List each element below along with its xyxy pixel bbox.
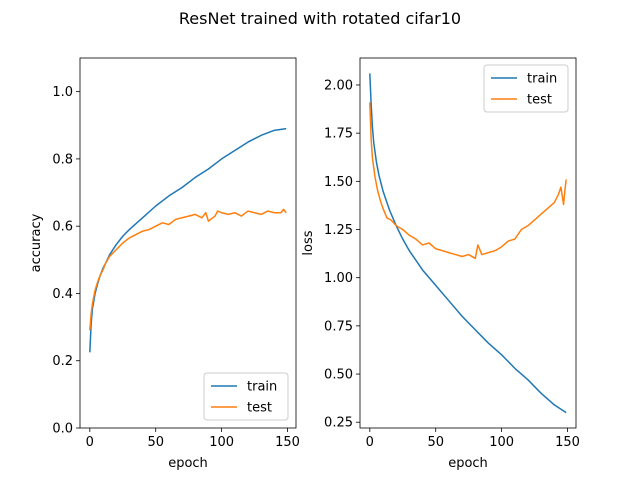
loss-legend-label-test: test [527,93,552,108]
accuracy-xtick-label: 150 [275,435,300,450]
accuracy-xaxis-label: epoch [168,456,208,471]
accuracy-series-test-line [89,208,287,331]
loss-ytick-label: 1.75 [324,127,353,142]
loss-ytick-label: 0.75 [324,319,353,334]
loss-ytick-label: 2.00 [324,78,353,93]
accuracy-legend: train test [203,372,289,421]
loss-chart: 0 50 100 150 0.25 0.50 0.75 1.00 1.25 1.50 1.75 2.0… [301,57,580,471]
loss-series-train-line [369,73,567,414]
figure-suptitle: ResNet trained with rotated cifar10 [179,9,461,28]
loss-legend-label-train: train [527,72,557,87]
accuracy-axes-frame [79,57,297,429]
loss-ytick-label: 0.50 [324,368,353,383]
accuracy-yaxis-label: accuracy [29,213,44,272]
loss-ytick-label: 1.50 [324,175,353,190]
loss-xtick-label: 50 [427,435,444,450]
loss-ytick-label: 0.25 [324,416,353,431]
accuracy-ytick-label: 1.0 [52,85,73,100]
accuracy-ytick-label: 0.2 [52,354,73,369]
loss-legend: train test [483,64,569,113]
accuracy-ytick-label: 0.8 [52,152,73,167]
loss-xtick-label: 0 [366,435,374,450]
accuracy-xtick-label: 50 [147,435,164,450]
accuracy-legend-label-train: train [247,380,277,395]
accuracy-ytick-label: 0.6 [52,220,73,235]
accuracy-legend-box [203,372,289,421]
accuracy-ytick-label: 0.4 [52,287,73,302]
accuracy-xtick-label: 100 [209,435,234,450]
loss-yaxis-label: loss [301,230,316,255]
loss-legend-box [483,64,569,113]
loss-xtick-label: 150 [555,435,580,450]
loss-xtick-label: 100 [489,435,514,450]
loss-xaxis-label: epoch [448,456,488,471]
accuracy-xtick-label: 0 [86,435,94,450]
loss-ytick-label: 1.00 [324,271,353,286]
loss-series-test-line [369,102,567,260]
loss-ytick-label: 1.25 [324,223,353,238]
accuracy-ytick-label: 0.0 [52,422,73,437]
accuracy-legend-label-test: test [247,401,272,416]
accuracy-chart: 0 50 100 150 0.0 0.2 0.4 0.6 0.8 1.0 epoch accuracy… [29,57,300,471]
loss-axes-frame [359,57,577,429]
